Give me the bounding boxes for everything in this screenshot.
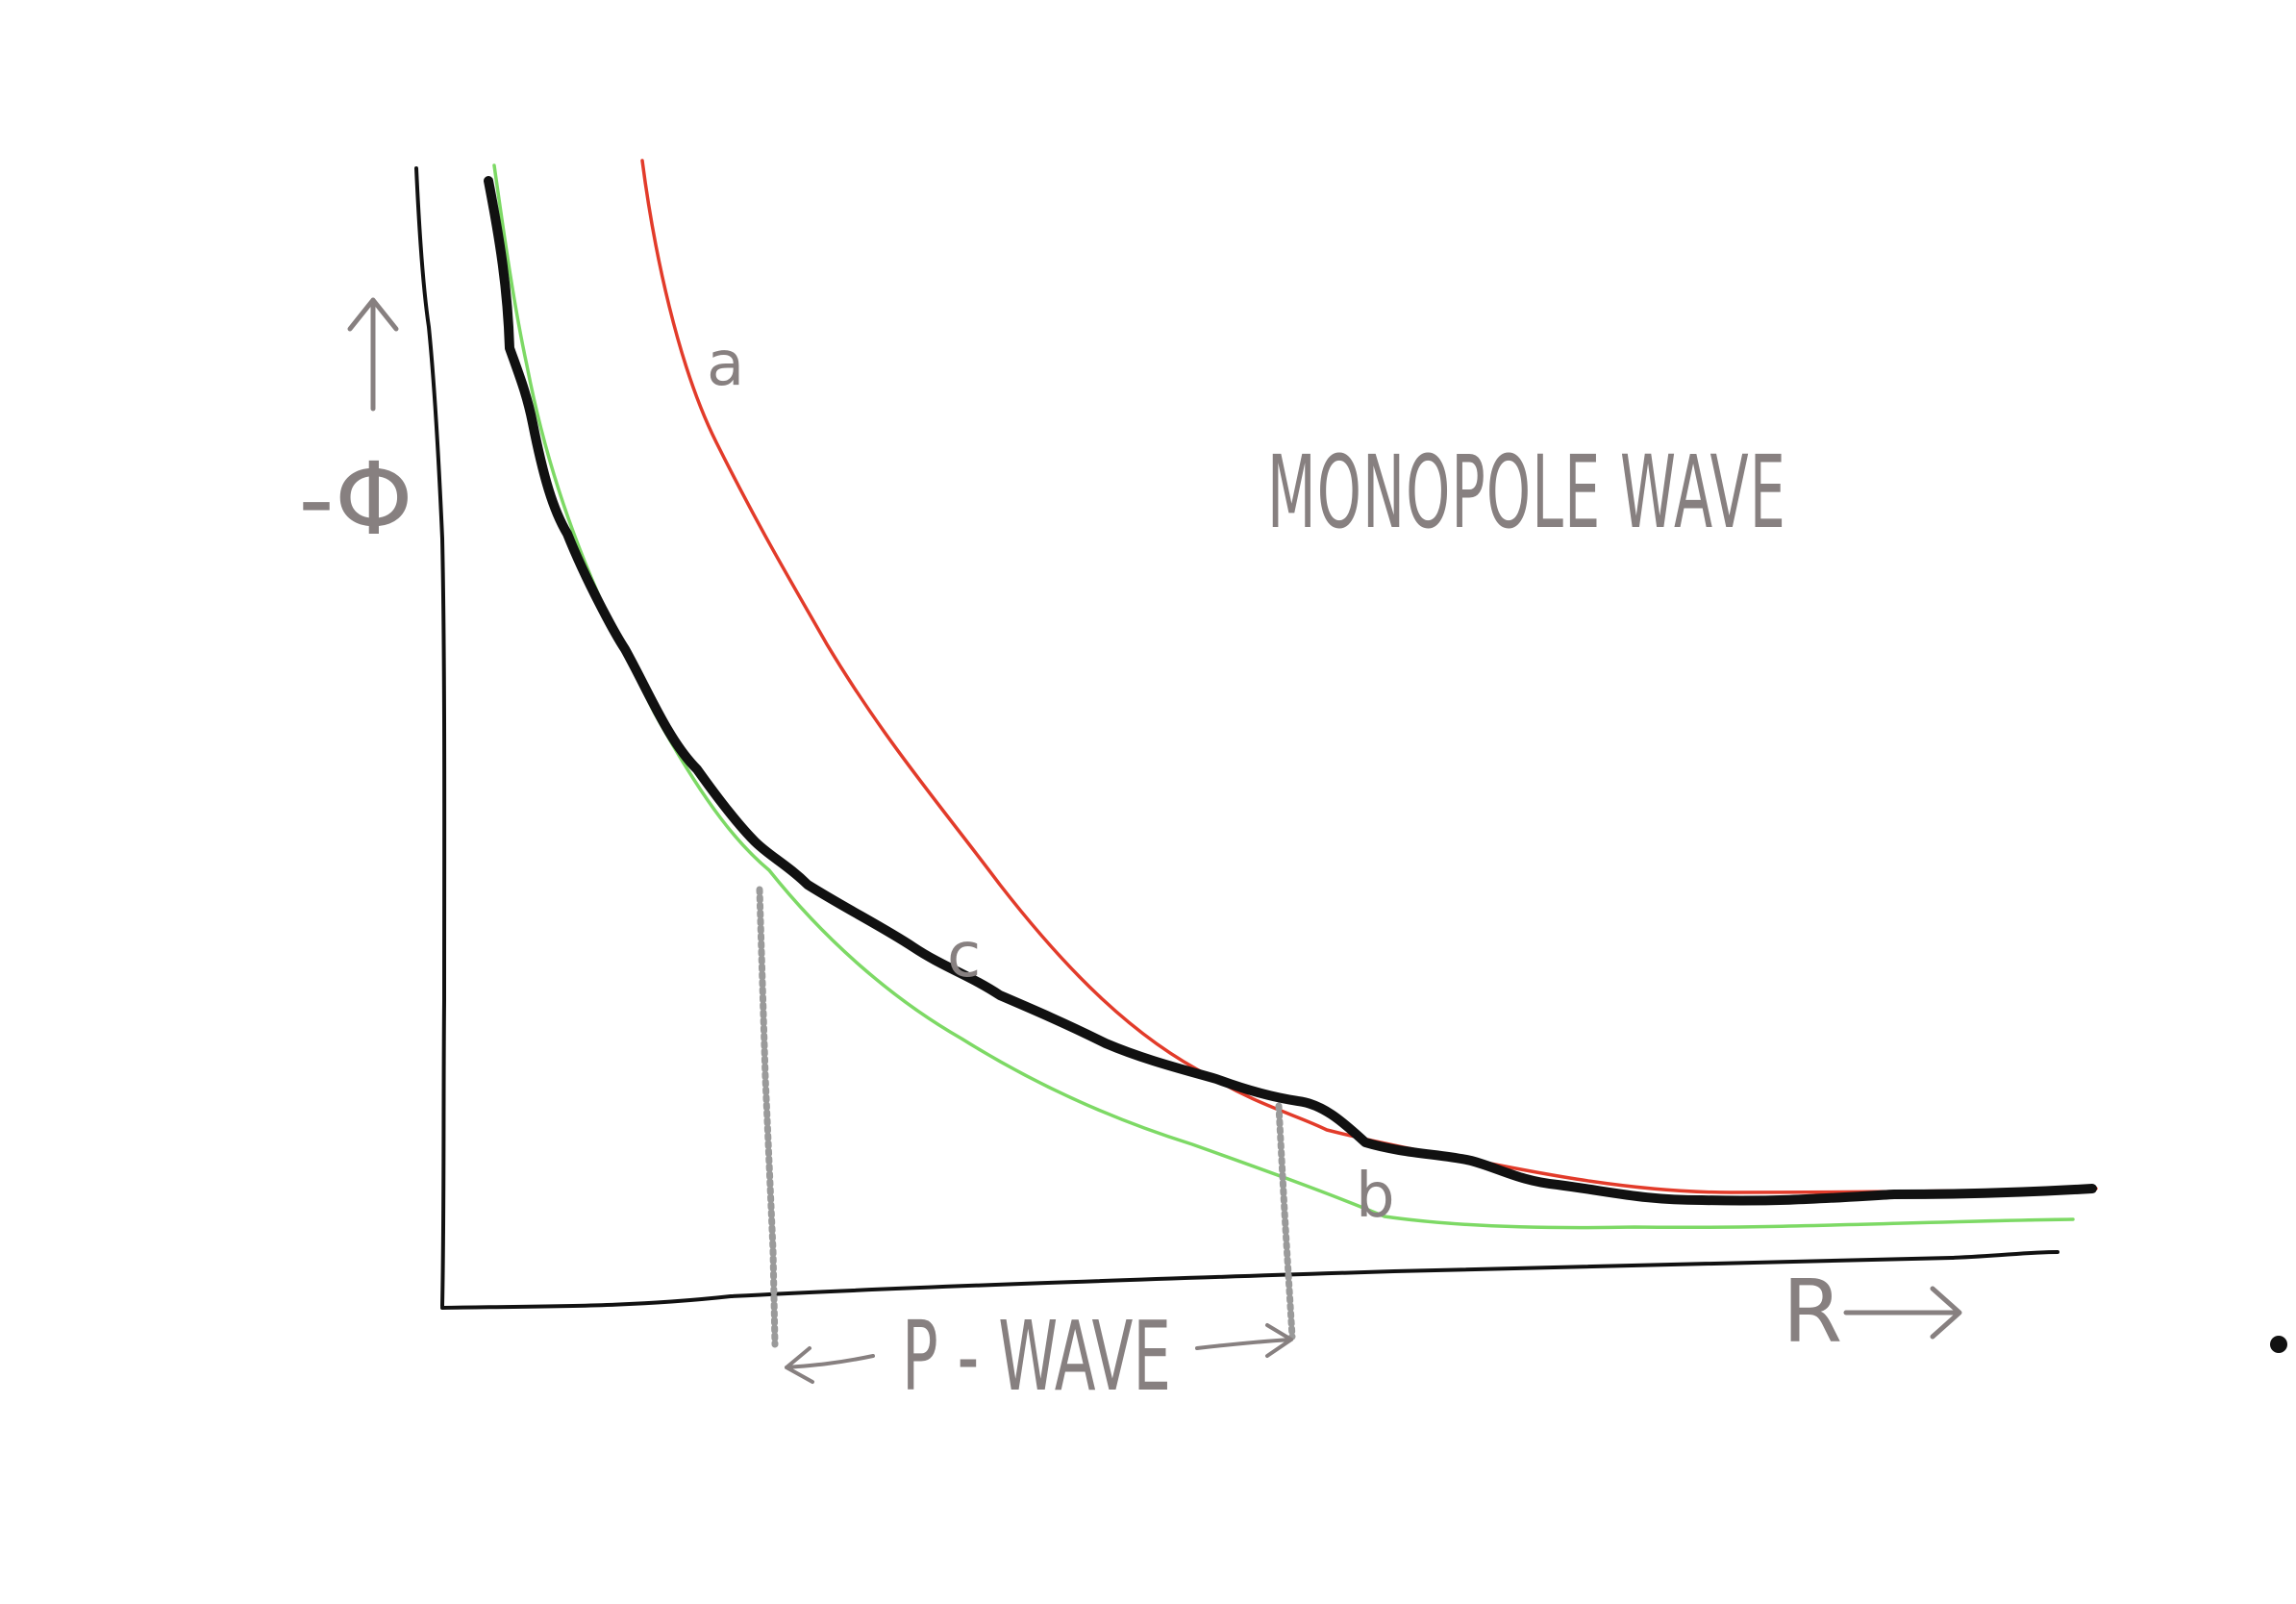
stray-ink-mark [2270, 1336, 2287, 1353]
y-axis-line [414, 166, 447, 1308]
x-axis-right-arrow [1843, 1286, 1962, 1340]
y-axis-annotation: -Φ [298, 297, 413, 558]
x-axis-label: R [1783, 1262, 1843, 1363]
p-wave-right-marker [1275, 1102, 1296, 1341]
curve-a-label: a [707, 329, 744, 400]
p-wave-left-marker [756, 886, 779, 1348]
p-wave-label: P - WAVE [902, 1300, 1171, 1413]
x-axis-annotation: R [1783, 1262, 1962, 1363]
axes [414, 166, 2059, 1310]
x-axis-line [440, 1250, 2059, 1310]
p-wave-markers [756, 886, 1296, 1348]
p-wave-right-arrow [1195, 1323, 1293, 1358]
diagram-title: MONOPOLE WAVE [1267, 434, 1786, 551]
curve-c-label: c [947, 920, 981, 991]
y-axis-up-arrow [347, 297, 399, 412]
p-wave-annotation: P - WAVE [785, 1300, 1293, 1413]
curve-a [640, 159, 2098, 1194]
curve-b [492, 163, 2075, 1230]
curve-c [484, 176, 2097, 1206]
p-wave-left-arrow [785, 1346, 875, 1384]
curve-b-label: b [1356, 1161, 1395, 1232]
y-axis-label: -Φ [298, 440, 412, 558]
